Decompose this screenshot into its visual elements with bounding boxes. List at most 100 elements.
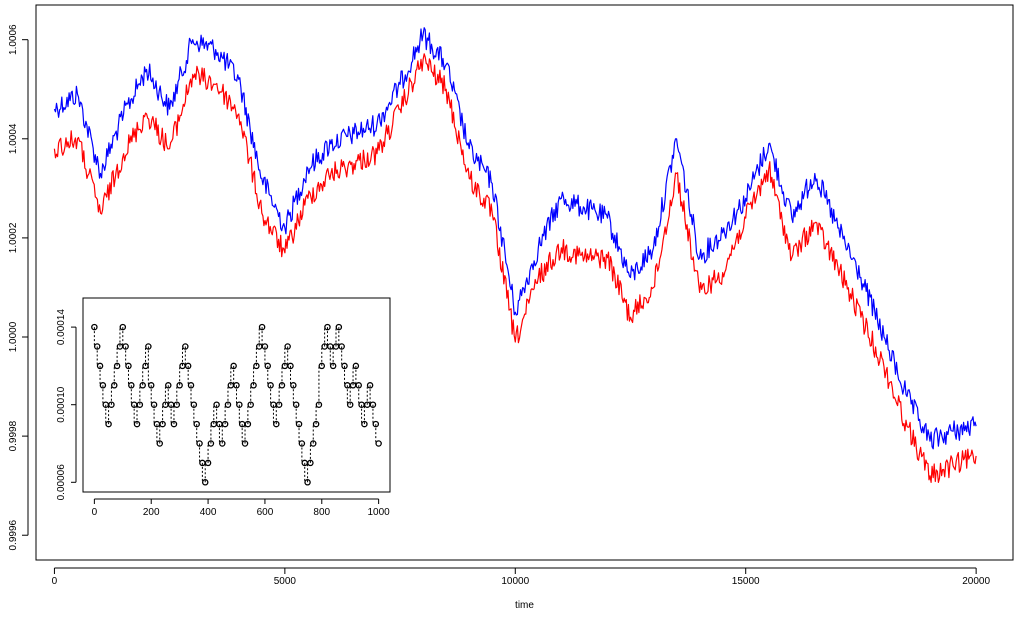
inset-point bbox=[335, 323, 343, 331]
inset-point bbox=[369, 401, 377, 408]
inset-point bbox=[173, 401, 181, 408]
inset-y-tick-label: 0.00014 bbox=[56, 309, 67, 346]
inset-point bbox=[312, 420, 320, 428]
y-tick-label: 0.9998 bbox=[8, 420, 19, 451]
inset-x-tick-label: 800 bbox=[313, 507, 330, 518]
inset-point bbox=[309, 440, 317, 447]
inset-point bbox=[128, 382, 135, 389]
x-tick-label: 10000 bbox=[501, 576, 529, 587]
inset-point bbox=[139, 382, 146, 389]
inset-point bbox=[96, 362, 104, 370]
inset-point bbox=[105, 420, 112, 428]
inset-point bbox=[108, 401, 115, 408]
inset-point bbox=[361, 420, 368, 428]
inset-point bbox=[287, 362, 294, 370]
inset-point bbox=[125, 362, 132, 370]
inset-point bbox=[341, 362, 348, 370]
inset-point bbox=[338, 343, 345, 350]
inset-x-tick-label: 200 bbox=[143, 507, 160, 518]
inset-point bbox=[318, 362, 326, 370]
y-tick-label: 1.0000 bbox=[8, 321, 19, 352]
inset-point bbox=[142, 362, 149, 370]
inset-point bbox=[156, 440, 163, 447]
inset-point bbox=[233, 382, 240, 389]
inset-point bbox=[355, 382, 362, 389]
inset-point bbox=[93, 343, 101, 350]
inset-point bbox=[244, 420, 252, 428]
inset-point bbox=[366, 382, 374, 389]
inset-point bbox=[352, 362, 360, 370]
inset-point bbox=[304, 479, 311, 486]
inset-point bbox=[250, 382, 257, 389]
inset-y-tick-label: 0.00010 bbox=[56, 386, 67, 423]
inset-point bbox=[295, 420, 303, 428]
inset-point bbox=[278, 382, 286, 389]
inset-point bbox=[207, 440, 215, 447]
inset-point bbox=[204, 459, 212, 467]
inset-point bbox=[176, 382, 183, 389]
inset-point bbox=[91, 323, 98, 331]
inset-point bbox=[184, 362, 192, 370]
inset-point bbox=[182, 343, 189, 350]
inset-point bbox=[221, 420, 229, 428]
y-tick-label: 1.0002 bbox=[8, 222, 19, 253]
inset-point bbox=[99, 382, 107, 389]
inset-point bbox=[133, 420, 141, 428]
inset-point bbox=[346, 401, 354, 408]
inset-point bbox=[230, 362, 237, 370]
inset-point bbox=[329, 362, 337, 370]
inset-point bbox=[196, 440, 203, 447]
x-tick-label: 15000 bbox=[732, 576, 760, 587]
inset-point bbox=[264, 362, 272, 370]
inset-point bbox=[253, 362, 260, 370]
inset-point bbox=[372, 420, 380, 428]
inset-x-tick-label: 400 bbox=[200, 507, 217, 518]
inset-point bbox=[187, 382, 195, 389]
inset-point bbox=[165, 382, 172, 389]
inset-point bbox=[258, 323, 266, 331]
series-line-1 bbox=[53, 27, 977, 450]
y-tick-label: 1.0004 bbox=[8, 123, 19, 154]
inset-point bbox=[236, 401, 243, 408]
inset-point bbox=[292, 401, 300, 408]
y-tick-label: 0.9996 bbox=[8, 519, 19, 550]
inset-point bbox=[290, 382, 297, 389]
inset-point bbox=[247, 401, 254, 408]
inset-y-tick-label: 0.00006 bbox=[56, 464, 67, 501]
inset-plot: 0 200 400 600 800 1000 0.00006 0.00010 0.00014 bbox=[56, 297, 391, 518]
inset-point bbox=[273, 420, 280, 428]
inset-point bbox=[284, 343, 291, 350]
main-plot: 0 5000 10000 15000 20000 time 0.9996 0.9998 1.00… bbox=[8, 4, 1014, 611]
inset-point bbox=[298, 440, 306, 447]
inset-point bbox=[111, 382, 118, 389]
inset-point bbox=[261, 343, 269, 350]
inset-point bbox=[193, 420, 200, 428]
inset-point bbox=[213, 401, 220, 408]
x-tick-label: 5000 bbox=[274, 576, 297, 587]
inset-point bbox=[145, 343, 152, 350]
x-axis-title: time bbox=[515, 600, 534, 611]
inset-point bbox=[170, 420, 178, 428]
inset-point bbox=[241, 440, 249, 447]
x-tick-label: 20000 bbox=[962, 576, 990, 587]
inset-point bbox=[147, 382, 155, 389]
inset-point bbox=[275, 401, 283, 408]
inset-point bbox=[224, 401, 232, 408]
inset-x-tick-label: 600 bbox=[257, 507, 274, 518]
inset-point bbox=[150, 401, 158, 408]
inset-point bbox=[190, 401, 198, 408]
inset-point bbox=[375, 440, 382, 447]
main-plot-frame bbox=[35, 4, 1014, 561]
inset-x-tick-label: 0 bbox=[92, 507, 98, 518]
y-tick-label: 1.0006 bbox=[8, 24, 19, 55]
inset-point bbox=[122, 343, 129, 350]
inset-point bbox=[324, 323, 331, 331]
inset-point bbox=[113, 362, 121, 370]
inset-point bbox=[201, 479, 209, 486]
series-line-2 bbox=[53, 53, 977, 483]
inset-point bbox=[159, 420, 166, 428]
inset-point bbox=[315, 401, 323, 408]
inset-point bbox=[267, 382, 274, 389]
